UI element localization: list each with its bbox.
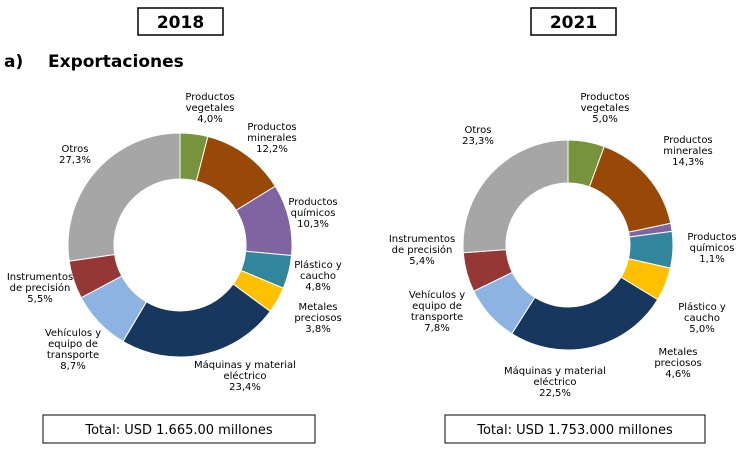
slice-label: Otros (464, 125, 491, 136)
slice-label: minerales (663, 146, 712, 157)
slice-label: equipo de (412, 301, 462, 312)
slice-label: Plástico y (678, 301, 726, 313)
donut-slice (588, 145, 672, 233)
slice-value: 23,3% (462, 136, 494, 147)
slice-label: Metales (299, 302, 338, 313)
slice-value: 10,3% (297, 219, 329, 230)
slice-value: 5,0% (592, 114, 617, 125)
slice-label: químicos (291, 207, 336, 219)
slice-label: Productos (185, 92, 234, 103)
slice-label: Productos (288, 197, 337, 208)
slice-label: químicos (690, 242, 735, 254)
slice-label: transporte (411, 312, 463, 323)
slice-label: Productos (663, 135, 712, 146)
slice-value: 27,3% (59, 155, 91, 166)
total-box (42, 414, 316, 444)
slice-label: transporte (47, 350, 99, 361)
title-box (137, 7, 224, 36)
slice-value: 4,6% (665, 369, 690, 380)
chart-title: 2018 (157, 13, 204, 33)
slice-value: 22,5% (539, 388, 571, 399)
slice-value: 8,7% (60, 361, 85, 372)
chart-title: 2021 (550, 13, 597, 33)
total-label: Total: USD 1.753.000 millones (476, 423, 673, 438)
slice-label: caucho (300, 271, 336, 282)
slice-label: Máquinas y material (504, 365, 606, 377)
slice-label: vegetales (186, 103, 235, 114)
section-heading: Exportaciones (48, 52, 184, 72)
slice-value: 3,8% (305, 324, 330, 335)
slice-label: Vehículos y (45, 327, 101, 339)
slice-value: 23,4% (229, 382, 261, 393)
slice-label: Productos (247, 122, 296, 133)
slice-label: Máquinas y material (194, 359, 296, 371)
slice-label: de precisión (392, 244, 453, 256)
donut-slice (511, 276, 659, 351)
title-box (530, 7, 617, 36)
slice-value: 7,8% (424, 323, 449, 334)
total-box (444, 414, 706, 444)
slice-label: eléctrico (223, 370, 266, 382)
slice-label: Instrumentos (7, 272, 73, 283)
slice-value: 4,8% (305, 282, 330, 293)
slice-value: 5,5% (27, 294, 52, 305)
slice-value: 14,3% (672, 157, 704, 168)
slice-value: 5,0% (689, 324, 714, 335)
slice-value: 1,1% (699, 254, 724, 265)
section-marker: a) (4, 52, 23, 72)
slice-label: Otros (61, 144, 88, 155)
slice-value: 12,2% (256, 144, 288, 155)
slice-label: Productos (580, 92, 629, 103)
slice-label: Plástico y (294, 259, 342, 271)
slice-label: Instrumentos (389, 234, 455, 245)
slice-label: minerales (247, 133, 296, 144)
donut-slice (67, 132, 181, 262)
slice-label: Vehículos y (409, 289, 465, 301)
donut-slice (122, 283, 271, 358)
slice-label: Productos (687, 232, 736, 243)
slice-label: preciosos (294, 313, 341, 324)
slice-label: preciosos (654, 358, 701, 369)
slice-label: de precisión (10, 282, 71, 294)
slice-label: Metales (659, 347, 698, 358)
slice-label: vegetales (581, 103, 630, 114)
slice-label: eléctrico (533, 376, 576, 388)
donut-slice (462, 139, 569, 254)
slice-value: 5,4% (409, 256, 434, 267)
slice-label: caucho (684, 313, 720, 324)
slice-label: equipo de (48, 339, 98, 350)
total-label: Total: USD 1.665.00 millones (84, 423, 272, 438)
slice-value: 4,0% (197, 114, 222, 125)
